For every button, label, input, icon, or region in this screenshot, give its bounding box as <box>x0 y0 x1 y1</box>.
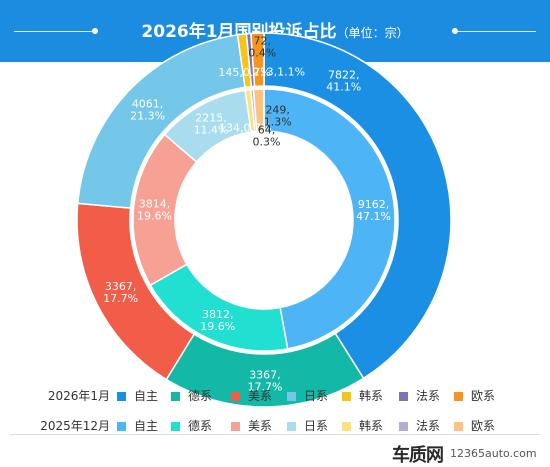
legend-row-2026-01: 2026年1月 自主 德系 美系 日系 韩系 法系 欧系 <box>0 384 550 404</box>
legend-item-德系[interactable]: 德系 <box>171 387 212 404</box>
legend-label: 德系 <box>188 419 213 433</box>
legend-label: 欧系 <box>471 389 496 403</box>
legend-swatch <box>231 392 240 401</box>
data-label-inner-自主: 9162, 47.1% <box>356 198 391 223</box>
slice-outer-自主 <box>263 32 452 380</box>
data-label-outer-法系: 72, 0.4% <box>248 35 276 60</box>
slice-inner-自主 <box>263 88 396 350</box>
data-label-outer-自主: 7822, 41.1% <box>326 69 361 94</box>
data-label-inner-德系: 3812, 19.6% <box>200 308 235 333</box>
legend-swatch <box>117 422 126 431</box>
legend-swatch <box>454 422 463 431</box>
slice-outer-欧系 <box>250 32 265 88</box>
legend-label: 韩系 <box>359 389 384 403</box>
legend-swatch <box>342 392 351 401</box>
legend-item-日系[interactable]: 日系 <box>287 417 328 434</box>
data-label-inner-法系: 64, 0.3% <box>253 123 281 148</box>
legend-item-韩系[interactable]: 韩系 <box>342 387 383 404</box>
legend-label: 美系 <box>248 389 273 403</box>
legend-swatch <box>171 422 180 431</box>
legend-label: 日系 <box>304 389 329 403</box>
legend-label: 韩系 <box>359 419 384 433</box>
legend-item-欧系[interactable]: 欧系 <box>454 387 495 404</box>
legend-item-欧系[interactable]: 欧系 <box>454 417 495 434</box>
legend-label: 法系 <box>416 419 441 433</box>
legend-item-德系[interactable]: 德系 <box>171 417 212 434</box>
legend-swatch <box>231 422 240 431</box>
legend-item-日系[interactable]: 日系 <box>287 387 328 404</box>
data-label-outer-韩系: 145,0.7% <box>218 66 270 79</box>
legend-swatch <box>117 392 126 401</box>
header-divider-right <box>452 31 536 32</box>
legend-swatch <box>171 392 180 401</box>
header-dot-left <box>92 28 98 34</box>
legend-item-自主[interactable]: 自主 <box>117 387 158 404</box>
footer-logo: 车质网 12365auto.com <box>380 440 545 466</box>
legend-series-name: 2025年12月 <box>40 419 110 433</box>
data-label-outer-欧系: 213,1.1% <box>253 65 305 78</box>
legend-label: 美系 <box>248 419 273 433</box>
data-label-inner-欧系: 249, 1.3% <box>264 103 292 128</box>
legend-swatch <box>287 422 296 431</box>
slice-inner-欧系 <box>252 88 265 133</box>
legend-item-美系[interactable]: 美系 <box>231 387 272 404</box>
legend-item-美系[interactable]: 美系 <box>231 417 272 434</box>
data-label-outer-美系: 3367, 17.7% <box>103 280 138 305</box>
legend-label: 自主 <box>134 389 159 403</box>
legend-label: 自主 <box>134 419 159 433</box>
legend-label: 日系 <box>304 419 329 433</box>
footer-divider <box>10 434 540 435</box>
data-label-inner-日系: 2215, 11.4% <box>194 112 229 137</box>
chart-title-unit: （单位：宗） <box>336 26 409 40</box>
data-label-outer-日系: 4061, 21.3% <box>130 98 165 123</box>
legend-item-韩系[interactable]: 韩系 <box>342 417 383 434</box>
legend-label: 德系 <box>188 389 213 403</box>
legend-label: 法系 <box>416 389 441 403</box>
legend-swatch <box>342 422 351 431</box>
legend-label: 欧系 <box>471 419 496 433</box>
legend-swatch <box>399 422 408 431</box>
legend-swatch <box>454 392 463 401</box>
legend-item-自主[interactable]: 自主 <box>117 417 158 434</box>
legend-swatch <box>399 392 408 401</box>
legend-item-法系[interactable]: 法系 <box>399 417 440 434</box>
brand-name: 车质网 <box>392 445 444 466</box>
data-label-inner-美系: 3814, 19.6% <box>137 198 172 223</box>
legend-row-2025-12: 2025年12月 自主 德系 美系 日系 韩系 法系 欧系 <box>0 414 550 434</box>
data-label-outer-德系: 3367, 17.7% <box>247 368 282 393</box>
legend-swatch <box>287 392 296 401</box>
header-divider-left <box>14 31 98 32</box>
data-label-inner-韩系: 134,0.7% <box>219 121 271 134</box>
brand-site: 12365auto.com <box>450 447 537 460</box>
legend-item-法系[interactable]: 法系 <box>399 387 440 404</box>
legend-series-name: 2026年1月 <box>47 389 110 403</box>
